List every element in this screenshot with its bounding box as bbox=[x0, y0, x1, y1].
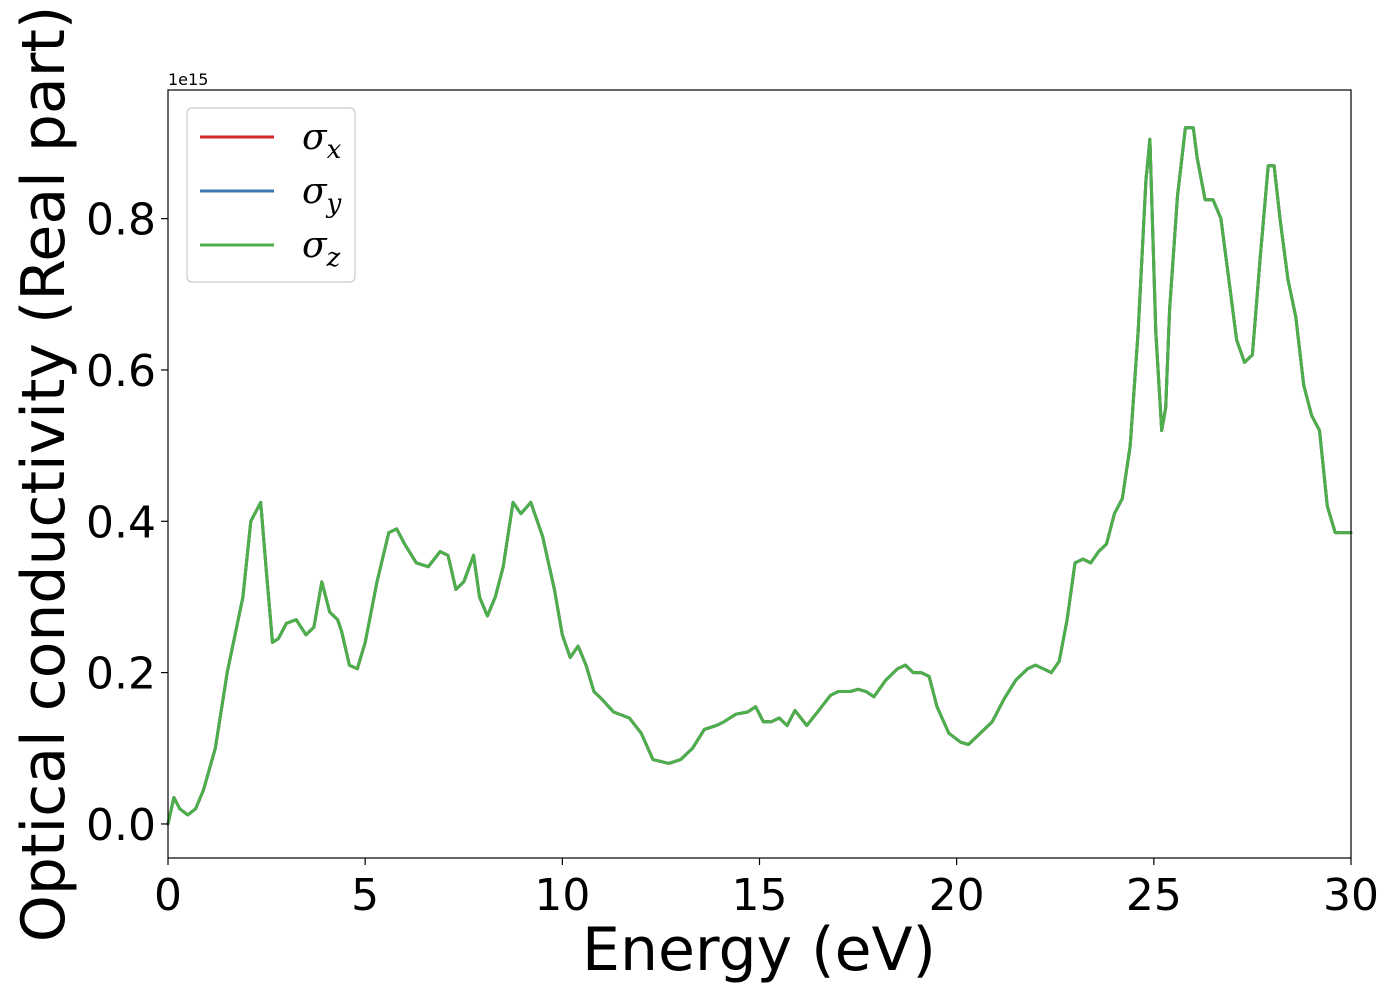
legend-label-x: σx bbox=[302, 117, 342, 165]
y-axis-offset-label: 1e15 bbox=[168, 70, 208, 89]
x-tick-label: 20 bbox=[929, 870, 985, 921]
series-line-z bbox=[166, 126, 1353, 826]
x-tick-label: 30 bbox=[1323, 870, 1379, 921]
y-tick-label: 0.8 bbox=[86, 195, 156, 246]
x-axis-title: Energy (eV) bbox=[582, 915, 936, 985]
plot-area bbox=[168, 90, 1351, 858]
y-tick-label: 0.0 bbox=[86, 800, 156, 851]
y-axis-title: Optical conductivity (Real part) bbox=[9, 6, 79, 943]
legend-entries: σx σy σz bbox=[200, 117, 342, 273]
y-tick-label: 0.6 bbox=[86, 346, 156, 397]
legend-box bbox=[186, 107, 356, 283]
x-tick-label: 10 bbox=[534, 870, 590, 921]
x-tick-label: 0 bbox=[154, 870, 182, 921]
y-tick-label: 0.4 bbox=[86, 497, 156, 548]
y-axis-ticks: 0.0 0.2 0.4 0.6 0.8 bbox=[86, 195, 168, 851]
y-tick-label: 0.2 bbox=[86, 649, 156, 700]
x-tick-label: 25 bbox=[1126, 870, 1182, 921]
legend: σx σy σz bbox=[186, 107, 356, 283]
x-tick-label: 5 bbox=[351, 870, 379, 921]
x-axis-ticks: 0 5 10 15 20 25 30 bbox=[154, 858, 1379, 921]
x-tick-label: 15 bbox=[732, 870, 788, 921]
series-layer bbox=[166, 126, 1353, 826]
legend-label-y: σy bbox=[302, 171, 342, 219]
legend-label-z: σz bbox=[302, 225, 341, 273]
